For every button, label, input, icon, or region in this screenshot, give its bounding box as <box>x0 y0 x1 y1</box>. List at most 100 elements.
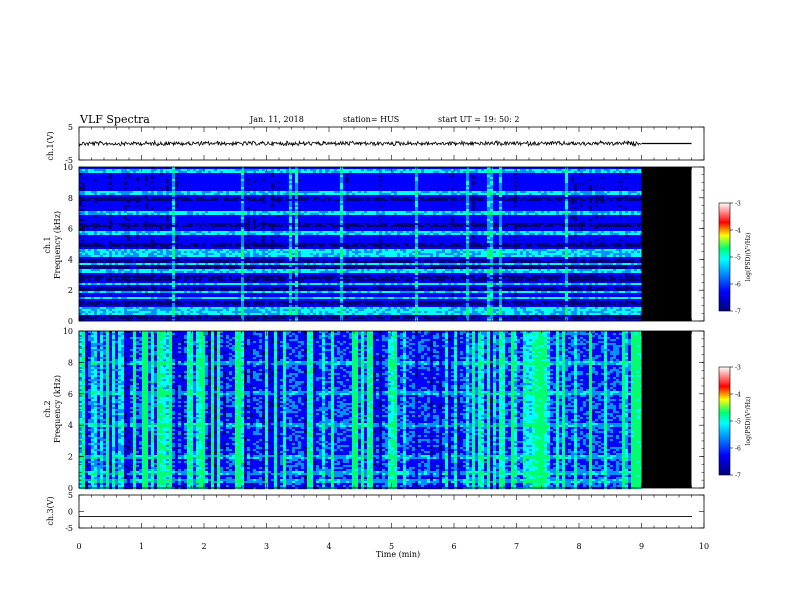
spectrogram-cell <box>265 213 268 215</box>
spectrogram-cell <box>184 203 187 205</box>
spectrogram-cell <box>256 181 259 183</box>
spectrogram-cell <box>640 187 642 189</box>
spectrogram-cell <box>148 171 151 173</box>
spectrogram-cell <box>97 197 100 199</box>
spectrogram-cell <box>325 215 328 217</box>
spectrogram-cell <box>202 203 205 205</box>
spectrogram-cell <box>538 185 541 187</box>
spectrogram-cell <box>388 197 391 199</box>
spectrogram-cell <box>595 201 598 203</box>
spectrogram-cell <box>433 169 436 171</box>
spectrogram-cell <box>514 173 517 175</box>
spectrogram-cell <box>112 203 115 205</box>
spectrogram-cell <box>220 209 223 211</box>
spectrogram-cell <box>130 183 133 185</box>
spectrogram-cell <box>109 169 112 171</box>
spectrogram-cell <box>577 199 580 201</box>
spectrogram-cell <box>319 183 322 185</box>
spectrogram-cell <box>628 199 631 201</box>
spectrogram-cell <box>166 197 169 199</box>
spectrogram-cell <box>544 169 547 171</box>
spectrogram-cell <box>532 207 535 209</box>
spectrogram-cell <box>298 209 301 211</box>
spectrogram-cell <box>139 213 142 215</box>
spectrogram-cell <box>640 207 642 209</box>
spectrogram-cell <box>613 213 616 215</box>
spectrogram-cell <box>223 207 226 209</box>
spectrogram-cell <box>148 187 151 189</box>
spectrogram-cell <box>385 203 388 205</box>
spectrogram-cell <box>271 175 274 177</box>
spectrogram-cell <box>424 181 427 183</box>
spectrogram-cell <box>430 169 433 171</box>
spectrogram-cell <box>328 191 331 193</box>
spectrogram-cell <box>112 169 115 171</box>
spectrogram-cell <box>559 177 562 179</box>
spectrogram-cell <box>484 175 487 177</box>
spectrogram-cell <box>343 171 346 173</box>
spectrogram-cell <box>82 177 85 179</box>
spectrogram-cell <box>607 195 610 197</box>
spectrogram-cell <box>574 195 577 197</box>
spectrogram-cell <box>286 217 289 219</box>
spectrogram-cell <box>640 175 642 177</box>
spectrogram-cell <box>97 181 100 183</box>
spectrogram-cell <box>481 213 484 215</box>
spectrogram-cell <box>355 199 358 201</box>
spectrogram-cell <box>418 201 421 203</box>
spectrogram-cell <box>400 183 403 185</box>
spectrogram-cell <box>301 185 304 187</box>
spectrogram-cell <box>559 173 562 175</box>
spectrogram-cell <box>523 207 526 209</box>
spectrogram-cell <box>337 185 340 187</box>
spectrogram-cell <box>157 193 160 195</box>
spectrogram-cell <box>349 207 352 209</box>
spectrogram-cell <box>487 203 490 205</box>
spectrogram-cell <box>466 185 469 187</box>
spectrogram-cell <box>580 205 583 207</box>
spectrogram-cell <box>340 175 343 177</box>
spectrogram-cell <box>427 195 430 197</box>
spectrogram-cell <box>97 201 100 203</box>
spectrogram-cell <box>361 213 364 215</box>
spectrogram-cell <box>430 197 433 199</box>
spectrogram-cell <box>595 209 598 211</box>
spectrogram-cell <box>484 197 487 199</box>
spectrogram-cell <box>82 169 85 171</box>
spectrogram-cell <box>265 177 268 179</box>
spectrogram-cell <box>523 215 526 217</box>
spectrogram-cell <box>607 185 610 187</box>
spectrogram-cell <box>526 193 529 195</box>
spectrogram-cell <box>232 197 235 199</box>
spectrogram-cell <box>130 191 133 193</box>
spectrogram-cell <box>499 215 502 217</box>
spectrogram-cell <box>301 201 304 203</box>
spectrogram-cell <box>262 209 265 211</box>
spectrogram-cell <box>520 169 523 171</box>
spectrogram-cell <box>469 175 472 177</box>
spectrogram-cell <box>409 205 412 207</box>
spectrogram-cell <box>373 191 376 193</box>
spectrogram-cell <box>571 205 574 207</box>
spectrogram-cell <box>364 183 367 185</box>
spectrogram-cell <box>400 193 403 195</box>
spectrogram-cell <box>271 209 274 211</box>
spectrogram-cell <box>433 181 436 183</box>
spectrogram-cell <box>244 217 247 219</box>
spectrogram-cell <box>631 209 634 211</box>
spectrogram-cell <box>415 195 418 197</box>
spectrogram-cell <box>106 179 109 181</box>
spectrogram-cell <box>337 169 340 171</box>
spectrogram-cell <box>637 173 640 175</box>
spectrogram-cell <box>448 203 451 205</box>
spectrogram-cell <box>634 181 637 183</box>
spectrogram-cell <box>577 177 580 179</box>
spectrogram-cell <box>610 175 613 177</box>
spectrogram-cell <box>193 209 196 211</box>
spectrogram-cell <box>187 169 190 171</box>
spectrogram-cell <box>436 173 439 175</box>
spectrogram-cell <box>124 185 127 187</box>
spectrogram-cell <box>280 185 283 187</box>
spectrogram-cell <box>172 213 175 215</box>
spectrogram-cell <box>478 205 481 207</box>
